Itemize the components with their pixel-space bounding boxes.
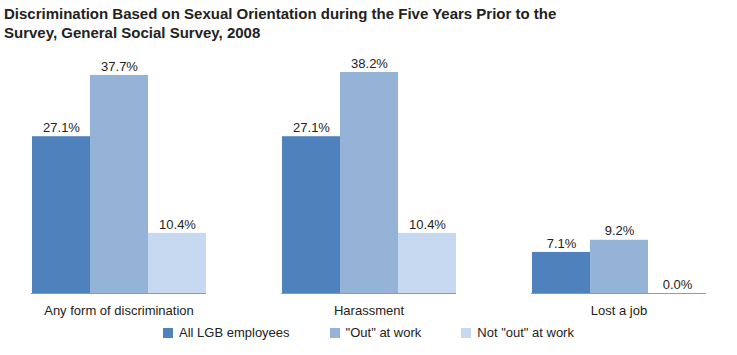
svg-text:7.1%: 7.1%	[547, 236, 577, 251]
svg-text:Any form of discrimination: Any form of discrimination	[44, 303, 194, 318]
svg-text:Harassment: Harassment	[334, 303, 404, 318]
html-text:"Out" at work: "Out" at work	[345, 325, 422, 340]
svg-text:27.1%: 27.1%	[43, 120, 80, 135]
svg-text:38.2%: 38.2%	[351, 56, 388, 71]
svg-text:Lost a job: Lost a job	[591, 303, 647, 318]
svg-text:9.2%: 9.2%	[605, 223, 635, 238]
html-text:Not "out" at work: Not "out" at work	[477, 325, 574, 340]
svg-text:37.7%: 37.7%	[101, 59, 138, 74]
svg-text:10.4%: 10.4%	[409, 216, 446, 231]
svg-text:10.4%: 10.4%	[159, 216, 196, 231]
svg-text:27.1%: 27.1%	[293, 120, 330, 135]
html-text:Discrimination Based on Sexual: Discrimination Based on Sexual Orientati…	[4, 5, 557, 41]
svg-text:0.0%: 0.0%	[663, 277, 693, 292]
html-text:All LGB employees: All LGB employees	[179, 325, 290, 340]
